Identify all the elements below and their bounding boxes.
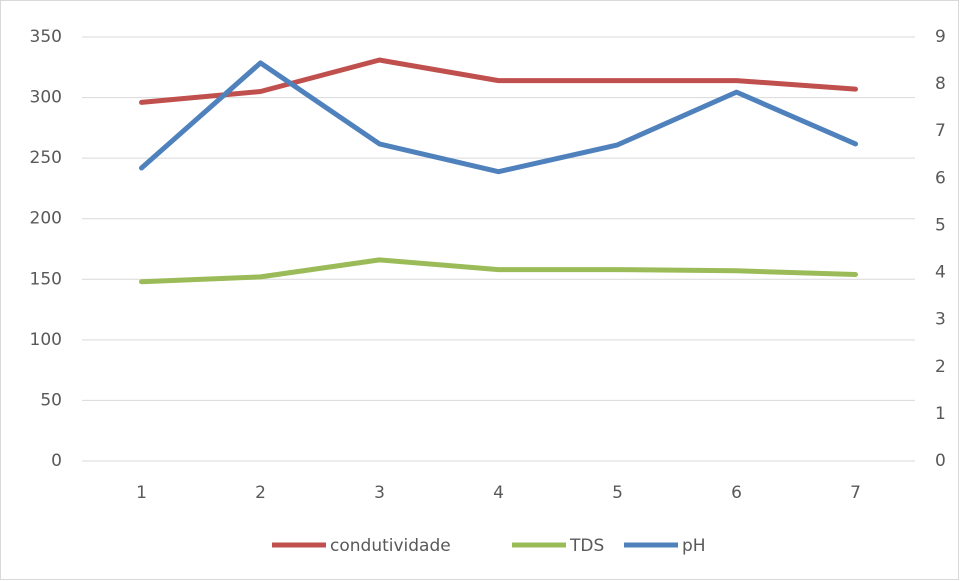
y2-tick-label: 3 — [935, 310, 946, 330]
y2-tick-label: 8 — [935, 74, 946, 94]
x-tick-label: 3 — [374, 483, 385, 503]
y-tick-label: 350 — [30, 27, 62, 47]
y-tick-label: 100 — [30, 330, 62, 350]
series-line — [139, 57, 858, 105]
legend-label: pH — [682, 536, 706, 556]
y2-tick-label: 5 — [935, 215, 946, 235]
y2-tick-label: 6 — [935, 168, 946, 188]
y2-tick-label: 4 — [935, 263, 946, 283]
legend-label: TDS — [569, 536, 604, 556]
x-tick-label: 6 — [731, 483, 742, 503]
y2-tick-label: 0 — [935, 451, 946, 471]
x-tick-label: 2 — [255, 483, 266, 503]
y-tick-label: 250 — [30, 148, 62, 168]
series-line — [139, 257, 858, 285]
y2-tick-label: 7 — [935, 121, 946, 141]
y2-tick-label: 2 — [935, 357, 946, 377]
series-line — [139, 60, 858, 175]
y2-tick-label: 1 — [935, 404, 946, 424]
y-tick-label: 150 — [30, 269, 62, 289]
y-tick-label: 0 — [51, 451, 62, 471]
x-tick-label: 4 — [493, 483, 504, 503]
x-tick-label: 5 — [612, 483, 623, 503]
legend-label: condutividade — [330, 536, 451, 556]
y-tick-label: 300 — [30, 88, 62, 108]
y-tick-label: 200 — [30, 209, 62, 229]
y-tick-label: 50 — [40, 390, 62, 410]
y2-tick-label: 9 — [935, 27, 946, 47]
x-tick-label: 7 — [850, 483, 861, 503]
x-tick-label: 1 — [136, 483, 147, 503]
